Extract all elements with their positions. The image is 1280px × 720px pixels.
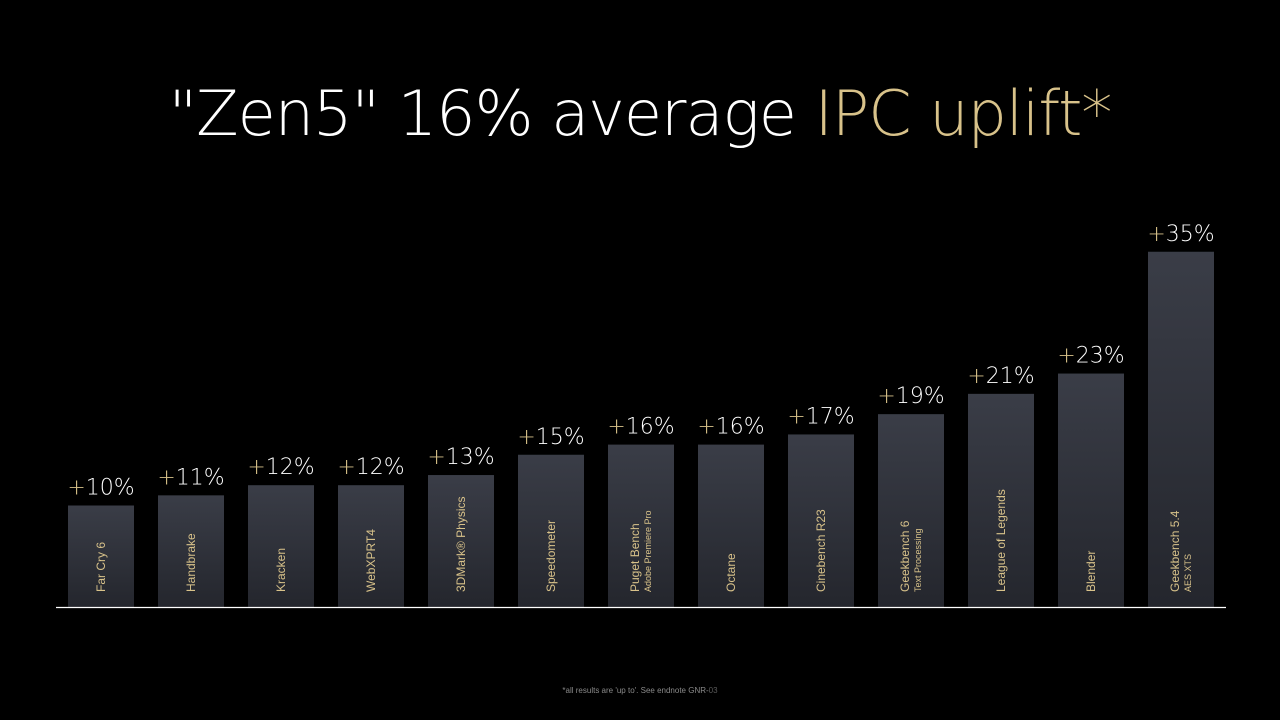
category-label-1: Handbrake bbox=[184, 533, 198, 592]
category-label-4: 3DMark® Physics bbox=[454, 496, 468, 592]
bar-3 bbox=[338, 485, 404, 607]
bar-4 bbox=[428, 475, 494, 607]
slide-title: "Zen5" 16% average IPC uplift* bbox=[0, 70, 1280, 158]
data-label-10: +21% bbox=[967, 364, 1034, 389]
data-label-9: +19% bbox=[877, 384, 944, 409]
category-label-6: Puget BenchAdobe Premiere Pro bbox=[628, 510, 653, 592]
category-label-12: Geekbench 5.4AES XTS bbox=[1168, 510, 1193, 592]
data-label-6: +16% bbox=[607, 415, 674, 440]
data-label-7: +16% bbox=[697, 415, 764, 440]
title-highlight: IPC uplift* bbox=[814, 77, 1113, 150]
category-label-0: Far Cry 6 bbox=[94, 542, 108, 592]
bar-2 bbox=[248, 485, 314, 607]
footnote: *all results are 'up to'. See endnote GN… bbox=[0, 686, 1280, 695]
category-label-5: Speedometer bbox=[544, 520, 558, 592]
category-label-2: Kracken bbox=[274, 548, 288, 592]
footnote-text: *all results are 'up to'. See endnote GN… bbox=[562, 686, 709, 695]
category-label-10: League of Legends bbox=[994, 489, 1008, 592]
bar-9 bbox=[878, 414, 944, 607]
data-label-1: +11% bbox=[157, 465, 224, 490]
data-label-12: +35% bbox=[1147, 222, 1214, 247]
data-label-4: +13% bbox=[427, 445, 494, 470]
data-label-2: +12% bbox=[247, 455, 314, 480]
category-label-9: Geekbench 6Text Processing bbox=[898, 520, 923, 592]
data-label-8: +17% bbox=[787, 404, 854, 429]
data-label-3: +12% bbox=[337, 455, 404, 480]
data-label-11: +23% bbox=[1057, 344, 1124, 369]
data-label-5: +15% bbox=[517, 425, 584, 450]
bar-11 bbox=[1058, 373, 1124, 607]
data-label-0: +10% bbox=[67, 476, 134, 501]
footnote-code: 03 bbox=[708, 686, 718, 695]
bar-7 bbox=[698, 444, 764, 607]
bars-layer bbox=[68, 251, 1214, 607]
category-labels-layer: Far Cry 6 Handbrake Kracken WebXPRT4 3DMark®… bbox=[94, 489, 1193, 592]
category-label-3: WebXPRT4 bbox=[364, 529, 378, 592]
bar-8 bbox=[788, 434, 854, 607]
data-labels-layer: +10% +11% +12% +12% +13% +15% +16% +16% +17% +19%… bbox=[67, 222, 1214, 501]
bar-0 bbox=[68, 505, 134, 607]
bar-10 bbox=[968, 393, 1034, 607]
bar-5 bbox=[518, 454, 584, 607]
title-main: "Zen5" 16% average bbox=[168, 77, 815, 150]
category-label-8: Cinebench R23 bbox=[814, 509, 828, 592]
category-label-11: Blender bbox=[1084, 551, 1098, 592]
category-label-7: Octane bbox=[724, 553, 738, 592]
bar-1 bbox=[158, 495, 224, 607]
bar-6 bbox=[608, 444, 674, 607]
bar-12 bbox=[1148, 251, 1214, 607]
